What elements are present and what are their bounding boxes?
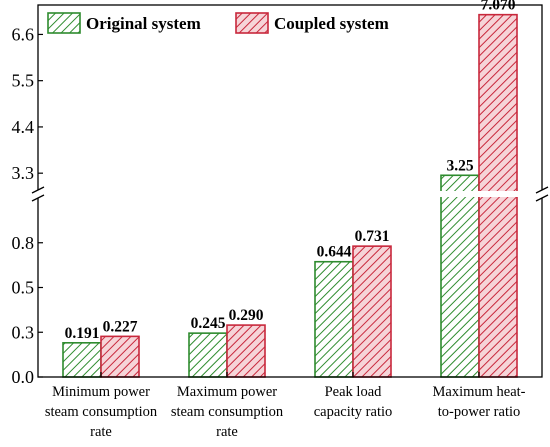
bar-original-4 [440,174,480,378]
category-label-1: rate [90,424,112,440]
axis-break-mark [535,194,549,202]
category-label-4: Maximum heat- [432,384,525,400]
category-label-2: steam consumption [171,404,284,420]
legend: Original system Coupled system [47,12,389,34]
legend-label-original: Original system [86,14,201,33]
y-tick-label: 4.4 [12,117,35,137]
bars-layer [62,13,518,378]
axes-layer [31,4,549,378]
y-tick-label: 3.3 [12,163,35,183]
category-label-1: Minimum power [52,384,150,400]
axis-break-mark [31,186,45,194]
y-tick-label: 5.5 [12,71,35,91]
axis-break-gap-left [32,190,44,198]
bar-coupled-3 [352,245,392,378]
bar-original-3 [314,260,354,378]
bar-original-2 [188,332,228,378]
category-label-3: Peak load [325,384,383,400]
data-label-coupled-4: 7.070 [481,0,516,14]
category-label-2: Maximum power [177,384,277,400]
bar-break-gap [440,191,480,197]
y-tick-label: 6.6 [12,24,35,44]
data-label-original-1: 0.191 [65,325,100,342]
axis-break-mark [535,186,549,194]
data-label-coupled-3: 0.731 [355,228,390,245]
legend-label-coupled: Coupled system [274,14,389,33]
data-label-original-4: 3.25 [446,157,473,174]
data-label-coupled-1: 0.227 [103,318,138,335]
category-label-4: to-power ratio [438,404,521,420]
y-tick-label: 0.5 [12,278,35,298]
category-label-1: steam consumption [45,404,158,420]
bar-coupled-2 [226,324,266,378]
data-label-original-2: 0.245 [191,315,226,332]
y-tick-label: 0.0 [12,367,35,387]
bar-break-gap [478,191,518,197]
data-label-original-3: 0.644 [317,244,352,261]
data-label-coupled-2: 0.290 [229,307,264,324]
category-label-2: rate [216,424,238,440]
bar-coupled-1 [100,335,140,378]
legend-swatch-coupled [235,12,269,34]
labels-layer: 0.191 0.227 Minimum power steam consumption… [12,0,526,440]
axis-break-mark [31,194,45,202]
axis-break-gap-right [536,190,548,198]
y-tick-label: 0.8 [12,233,35,253]
bar-original-1 [62,342,102,378]
legend-swatch-original [47,12,81,34]
y-tick-label: 0.3 [12,322,35,342]
category-label-3: capacity ratio [314,404,393,420]
